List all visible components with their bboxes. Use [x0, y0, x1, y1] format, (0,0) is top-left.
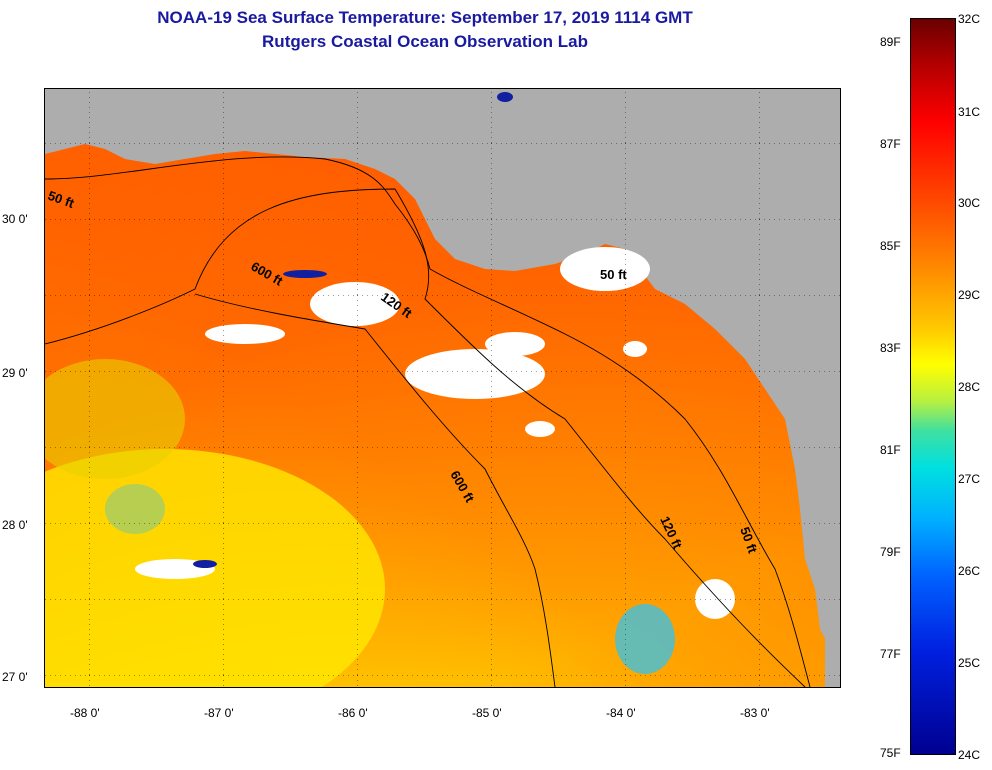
colorbar-c-label: 28C [958, 380, 981, 394]
colorbar-f-label: 77F [880, 647, 901, 661]
lon-label: -83 0' [740, 706, 770, 720]
lat-label: 29 0' [2, 366, 28, 380]
colorbar-c-label: 26C [958, 564, 981, 578]
colorbar-f-label: 75F [880, 746, 901, 760]
lat-label: 28 0' [2, 518, 28, 532]
sst-map: 50 ft 600 ft 120 ft 50 ft 600 ft 120 ft … [44, 88, 841, 688]
lon-label: -84 0' [606, 706, 636, 720]
colorbar-c-label: 30C [958, 196, 981, 210]
colorbar-c-label: 32C [958, 12, 981, 26]
colorbar-f-label: 83F [880, 341, 901, 355]
colorbar-f-label: 89F [880, 35, 901, 49]
colorbar-c-label: 29C [958, 288, 981, 302]
lat-label: 30 0' [2, 212, 28, 226]
lon-label: -88 0' [70, 706, 100, 720]
contour-label: 50 ft [600, 267, 627, 282]
temperature-colorbar [910, 18, 956, 755]
colorbar-f-label: 79F [880, 545, 901, 559]
colorbar-c-label: 25C [958, 656, 981, 670]
colorbar-f-label: 87F [880, 137, 901, 151]
colorbar-c-label: 24C [958, 748, 981, 762]
lon-label: -85 0' [472, 706, 502, 720]
colorbar-c-label: 31C [958, 105, 981, 119]
map-subtitle: Rutgers Coastal Ocean Observation Lab [262, 32, 588, 51]
colorbar-c-label: 27C [958, 472, 981, 486]
lon-label: -86 0' [338, 706, 368, 720]
colorbar-f-label: 81F [880, 443, 901, 457]
lat-label: 27 0' [2, 670, 28, 684]
lon-label: -87 0' [204, 706, 234, 720]
map-title: NOAA-19 Sea Surface Temperature: Septemb… [157, 8, 693, 27]
colorbar-f-label: 85F [880, 239, 901, 253]
